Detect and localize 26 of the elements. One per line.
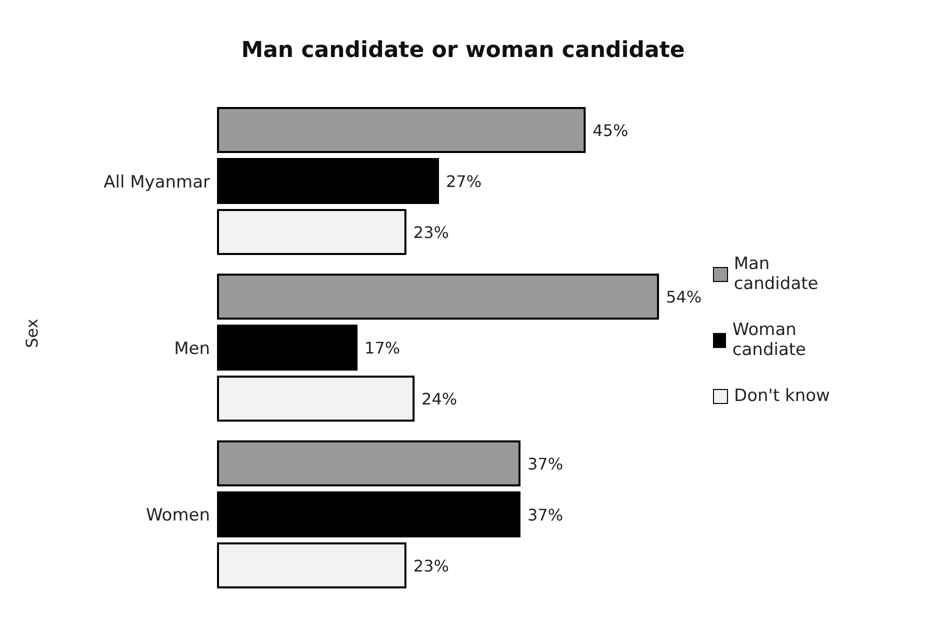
data-label: 37% <box>527 505 564 524</box>
data-label: 23% <box>413 556 449 576</box>
data-label: 45% <box>592 121 628 140</box>
y-tick-label: Men <box>174 339 210 360</box>
bar <box>217 107 586 153</box>
bar <box>217 324 358 371</box>
legend-label: Man candidate <box>734 254 820 294</box>
y-axis-title: Sex <box>22 318 42 348</box>
data-label: 24% <box>422 390 458 409</box>
chart-title: Man candidate or woman candidate <box>240 37 686 65</box>
bar <box>217 209 406 255</box>
data-label: 27% <box>446 172 482 191</box>
legend-label: Woman candiate <box>732 320 808 360</box>
bar <box>217 542 406 588</box>
legend-label: Don't know <box>734 386 830 406</box>
bar <box>217 158 439 204</box>
bar <box>217 376 415 422</box>
y-tick-label: Women <box>146 506 210 526</box>
data-label: 17% <box>364 338 400 358</box>
data-label: 54% <box>666 288 702 307</box>
bar <box>217 274 659 320</box>
bar <box>217 440 520 486</box>
data-label: 37% <box>527 454 564 474</box>
bar <box>217 491 520 538</box>
y-tick-label: All Myanmar <box>104 172 210 192</box>
data-label: 23% <box>413 223 449 242</box>
